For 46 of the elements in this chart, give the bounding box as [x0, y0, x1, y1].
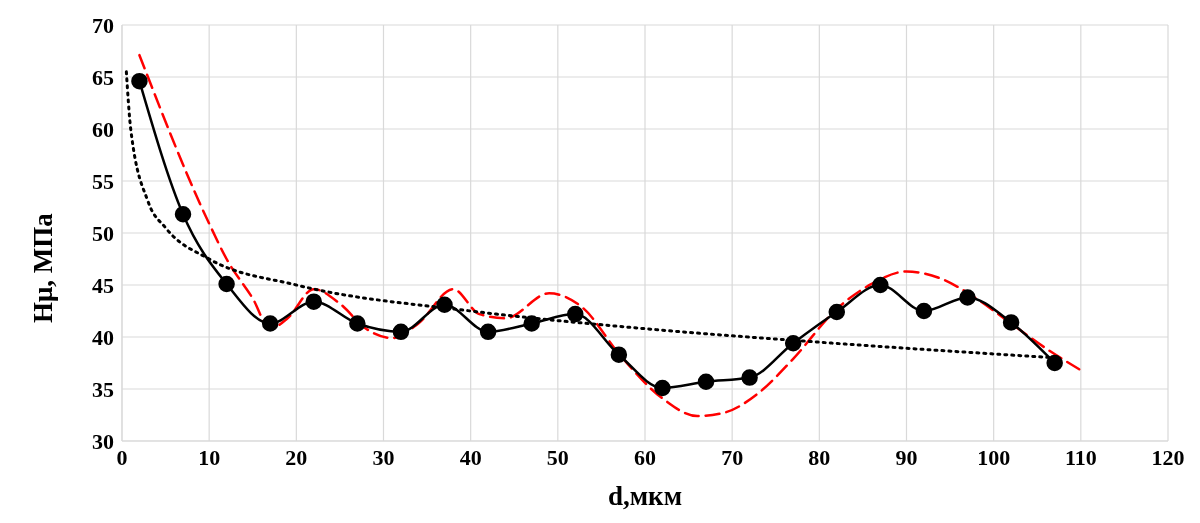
- x-tick-label: 30: [372, 444, 395, 470]
- x-tick-label: 0: [116, 444, 128, 470]
- point: [959, 289, 976, 306]
- point: [915, 302, 933, 320]
- y-tick-label: 40: [92, 324, 114, 350]
- y-tick-label: 55: [92, 168, 114, 194]
- y-tick-label: 65: [92, 64, 114, 90]
- point: [174, 206, 192, 223]
- y-tick-label: 35: [92, 376, 114, 402]
- y-tick-label: 60: [92, 116, 114, 142]
- y-axis-title: Hμ, МПа: [27, 212, 58, 323]
- point: [218, 275, 235, 293]
- point: [567, 305, 584, 323]
- point: [1046, 354, 1063, 372]
- y-tick-label: 45: [92, 272, 114, 298]
- point: [741, 369, 758, 386]
- y-tick-label: 70: [92, 12, 114, 38]
- x-tick-label: 10: [198, 444, 221, 470]
- y-tick-label: 30: [92, 428, 114, 454]
- point: [610, 346, 628, 363]
- point: [828, 303, 846, 321]
- point: [392, 323, 410, 341]
- x-tick-label: 20: [285, 444, 308, 470]
- point: [697, 373, 715, 390]
- point: [872, 276, 889, 294]
- x-tick-label: 70: [721, 444, 744, 470]
- x-tick-label: 80: [808, 444, 831, 470]
- point: [305, 293, 323, 310]
- point: [261, 315, 279, 332]
- point: [523, 315, 540, 332]
- x-tick-label: 110: [1064, 444, 1097, 470]
- point: [784, 334, 802, 352]
- point: [436, 296, 453, 314]
- x-tick-label: 120: [1151, 444, 1185, 470]
- point: [1002, 314, 1020, 331]
- x-tick-label: 50: [546, 444, 569, 470]
- y-tick-label: 50: [92, 220, 114, 246]
- x-tick-label: 100: [977, 444, 1011, 470]
- x-tick-label: 40: [459, 444, 482, 470]
- x-axis-title: d,мкм: [607, 481, 683, 511]
- point: [349, 315, 366, 332]
- point: [131, 72, 148, 90]
- x-tick-label: 90: [895, 444, 918, 470]
- point: [479, 323, 497, 341]
- x-tick-label: 60: [634, 444, 656, 470]
- point: [654, 379, 671, 397]
